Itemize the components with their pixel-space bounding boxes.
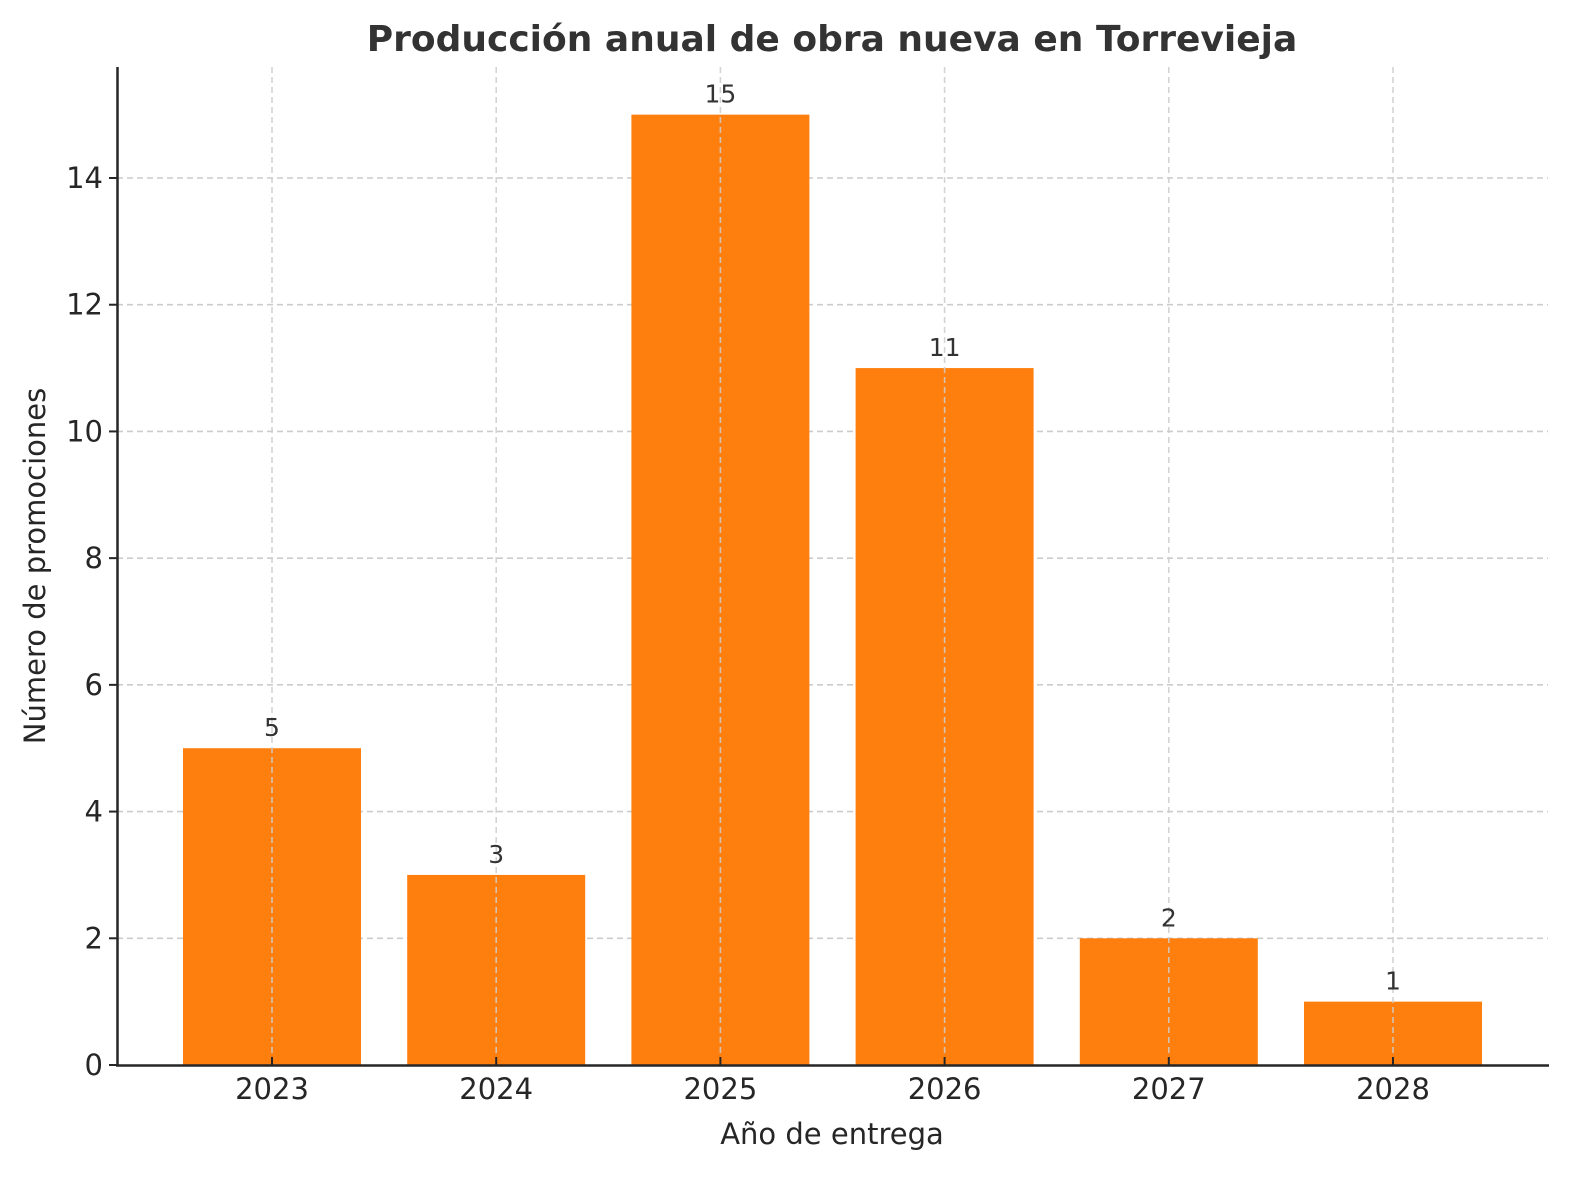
chart-title: Producción anual de obra nueva en Torrev…: [367, 19, 1298, 60]
y-tick-label: 10: [66, 414, 103, 448]
vertical-gridlines: [271, 67, 1394, 1065]
y-tick-label: 6: [85, 668, 103, 702]
y-tick-label: 4: [85, 795, 103, 829]
bars: [183, 114, 1482, 1066]
y-tick-label: 12: [66, 288, 103, 322]
value-labels: 5 3 15 11 2 1: [264, 80, 1401, 996]
y-tick-label: 8: [85, 541, 103, 575]
bar-value-label: 15: [704, 80, 736, 109]
y-axis-label: Número de promociones: [18, 388, 52, 744]
x-tick-label: 2025: [683, 1072, 757, 1106]
y-tick-label: 0: [85, 1048, 103, 1082]
x-tick-label: 2028: [1356, 1072, 1430, 1106]
x-axis-ticks: 2023 2024 2025 2026 2027 2028: [235, 1057, 1430, 1106]
y-axis-ticks: 0 2 4 6 8 10 12 14: [66, 161, 117, 1082]
bar-value-label: 1: [1385, 967, 1401, 996]
bar-value-label: 5: [264, 713, 280, 742]
x-tick-label: 2027: [1132, 1072, 1206, 1106]
horizontal-gridlines: [117, 177, 1548, 940]
bar-value-label: 2: [1161, 903, 1177, 932]
bar-value-label: 11: [929, 333, 961, 362]
x-tick-label: 2023: [235, 1072, 309, 1106]
x-tick-label: 2024: [459, 1072, 533, 1106]
x-tick-label: 2026: [908, 1072, 982, 1106]
y-tick-label: 2: [85, 921, 103, 955]
x-axis-label: Año de entrega: [720, 1117, 944, 1151]
y-tick-label: 14: [66, 161, 103, 195]
bar-value-label: 3: [488, 840, 504, 869]
